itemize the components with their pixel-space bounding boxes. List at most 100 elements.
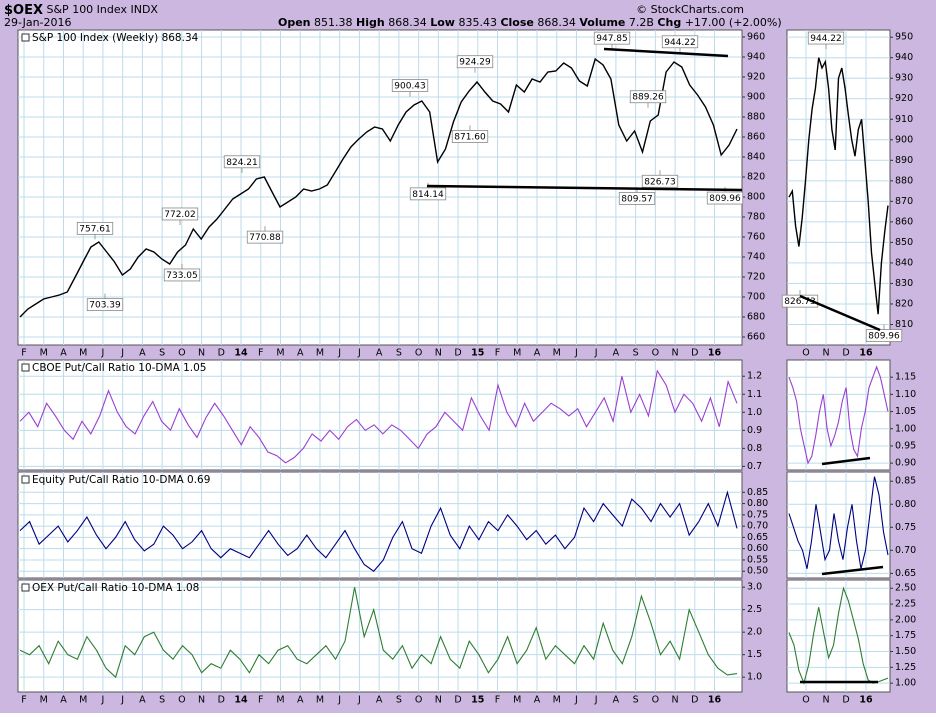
annotation-label: 824.21 — [226, 158, 258, 168]
x-tick-label: M — [40, 695, 48, 706]
annotation-box — [456, 55, 494, 69]
x-tick-label: J — [101, 348, 105, 359]
y-tick-label: 920 — [747, 72, 765, 83]
annotation-box — [86, 298, 124, 312]
plot-area — [786, 471, 891, 579]
x-tick-label: 16 — [708, 695, 722, 706]
trend-line — [603, 47, 729, 58]
y-tick-label: 3.0 — [747, 582, 762, 593]
x-tick-label: F — [258, 348, 263, 359]
y-tick-label: 0.60 — [747, 543, 768, 554]
value: +17.00 (+2.00%) — [685, 16, 782, 29]
x-tick-label: J — [101, 695, 105, 706]
symbol: $OEX — [4, 3, 43, 18]
x-tick-label: N — [822, 695, 829, 706]
data-line — [19, 57, 738, 318]
x-tick-label: J — [120, 695, 124, 706]
annotation-label: 703.39 — [89, 301, 121, 311]
y-tick-label: 1.1 — [747, 389, 762, 400]
y-tick-label: 0.70 — [895, 545, 916, 556]
annotation-label: 889.26 — [632, 93, 664, 103]
title-icon — [21, 475, 30, 484]
y-tick-label: 0.9 — [747, 425, 762, 436]
y-tick-label: 810 — [895, 319, 913, 330]
x-tick-label: D — [218, 348, 225, 359]
annotation-label: 809.96 — [868, 332, 900, 342]
y-tick-label: 820 — [895, 298, 913, 309]
y-tick-label: 1.05 — [895, 406, 916, 417]
annotation-box — [451, 129, 489, 143]
y-tick-label: 0.75 — [747, 509, 768, 520]
y-tick-label: 2.5 — [747, 604, 762, 615]
x-tick-label: 16 — [708, 348, 722, 359]
y-tick-label: 1.00 — [895, 423, 916, 434]
x-tick-label: M — [276, 695, 284, 706]
y-tick-label: 2.50 — [895, 583, 916, 594]
x-tick-label: F — [21, 348, 26, 359]
x-tick-label: A — [297, 348, 304, 359]
x-tick-label: D — [842, 695, 849, 706]
y-tick-label: 870 — [895, 196, 913, 207]
x-tick-label: 16 — [859, 348, 873, 359]
y-tick-label: 2.0 — [747, 627, 762, 638]
x-tick-label: J — [574, 348, 578, 359]
exchange: INDX — [130, 3, 158, 16]
x-tick-label: N — [822, 348, 829, 359]
label: Open — [278, 16, 311, 29]
trend-line — [821, 456, 871, 466]
x-tick-label: J — [337, 348, 341, 359]
value: 868.34 — [388, 16, 427, 29]
x-tick-label: M — [513, 695, 521, 706]
panel-title: S&P 100 Index (Weekly) 868.34 — [32, 32, 199, 44]
x-tick-label: F — [495, 695, 500, 706]
y-tick-label: 0.85 — [895, 476, 916, 487]
data-line — [19, 490, 738, 572]
x-tick-label: N — [672, 695, 679, 706]
annotation-box — [593, 31, 631, 45]
y-tick-label: 1.75 — [895, 630, 916, 641]
y-tick-label: 1.00 — [895, 678, 916, 689]
annotation-box — [865, 329, 903, 342]
annotation-box — [76, 221, 114, 235]
x-tick-label: M — [553, 695, 561, 706]
x-tick-label: F — [21, 695, 26, 706]
x-tick-label: 16 — [859, 695, 873, 706]
annotation-box — [391, 79, 429, 92]
x-tick-label: O — [415, 695, 422, 706]
x-tick-label: A — [376, 695, 383, 706]
copyright: © StockCharts.com — [636, 3, 744, 16]
y-tick-label: 900 — [895, 134, 913, 145]
x-tick-label: J — [337, 695, 341, 706]
x-tick-label: N — [198, 348, 205, 359]
data-line — [788, 57, 889, 315]
annotation-label: 809.57 — [621, 194, 653, 204]
x-tick-label: M — [316, 695, 324, 706]
y-tick-label: 660 — [747, 332, 765, 343]
y-tick-label: 0.75 — [895, 522, 916, 533]
y-tick-label: 2.25 — [895, 599, 916, 610]
y-tick-label: 850 — [895, 237, 913, 248]
y-tick-label: 0.7 — [747, 461, 762, 472]
x-tick-label: M — [513, 348, 521, 359]
trend-lines — [426, 47, 884, 684]
title-icon — [21, 583, 30, 592]
x-tick-label: J — [357, 348, 361, 359]
annotation-box — [706, 191, 744, 205]
x-tick-label: 15 — [471, 695, 484, 706]
x-tick-label: O — [178, 695, 185, 706]
annotation-label: 814.14 — [412, 190, 444, 200]
x-tick-label: 15 — [471, 348, 484, 359]
x-tick-label: J — [357, 695, 361, 706]
x-tick-label: M — [79, 348, 87, 359]
y-tick-label: 0.85 — [747, 487, 768, 498]
x-tick-label: O — [652, 695, 659, 706]
x-tick-label: J — [594, 348, 598, 359]
annotation-label: 944.22 — [664, 38, 696, 48]
x-tick-label: S — [633, 348, 639, 359]
x-tick-label: A — [297, 695, 304, 706]
y-tick-label: 0.8 — [747, 443, 762, 454]
header-title: $OEX S&P 100 Index INDX — [4, 3, 158, 18]
x-tick-label: N — [198, 695, 205, 706]
x-tick-label: S — [396, 348, 402, 359]
x-tick-label: A — [534, 348, 541, 359]
